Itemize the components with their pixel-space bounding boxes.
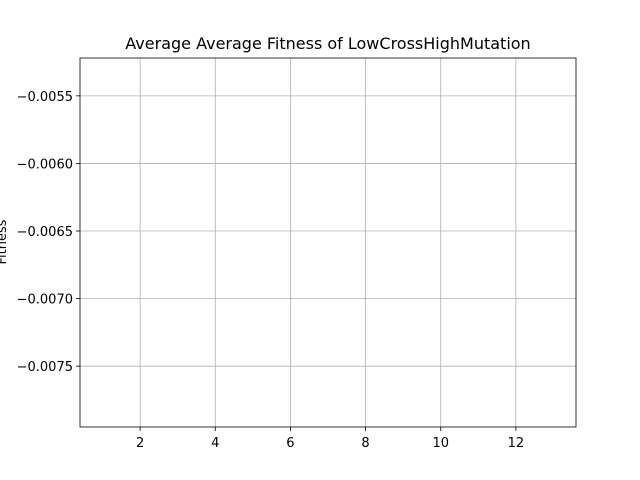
- x-tick-label: 6: [286, 436, 294, 451]
- y-tick-label: −0.0060: [17, 157, 73, 172]
- y-tick-label: −0.0065: [17, 225, 73, 240]
- y-axis-label: Fitness: [0, 219, 10, 264]
- y-tick-label: −0.0070: [17, 293, 73, 308]
- chart-title: Average Average Fitness of LowCrossHighM…: [125, 34, 530, 53]
- y-tick-label: −0.0055: [17, 90, 73, 105]
- x-tick-label: 12: [508, 436, 525, 451]
- y-tick-label: −0.0075: [17, 360, 73, 375]
- x-tick-label: 10: [432, 436, 449, 451]
- x-tick-label: 2: [136, 436, 144, 451]
- x-tick-label: 8: [361, 436, 369, 451]
- tick-layer: 2 4 6 8 10 12 −0.0055 −0.0060 −0.0065 −0.0070 −0.0…: [17, 90, 525, 451]
- plot-area-frame: [79, 57, 577, 428]
- grid-layer: [80, 58, 576, 427]
- x-tick-label: 4: [211, 436, 219, 451]
